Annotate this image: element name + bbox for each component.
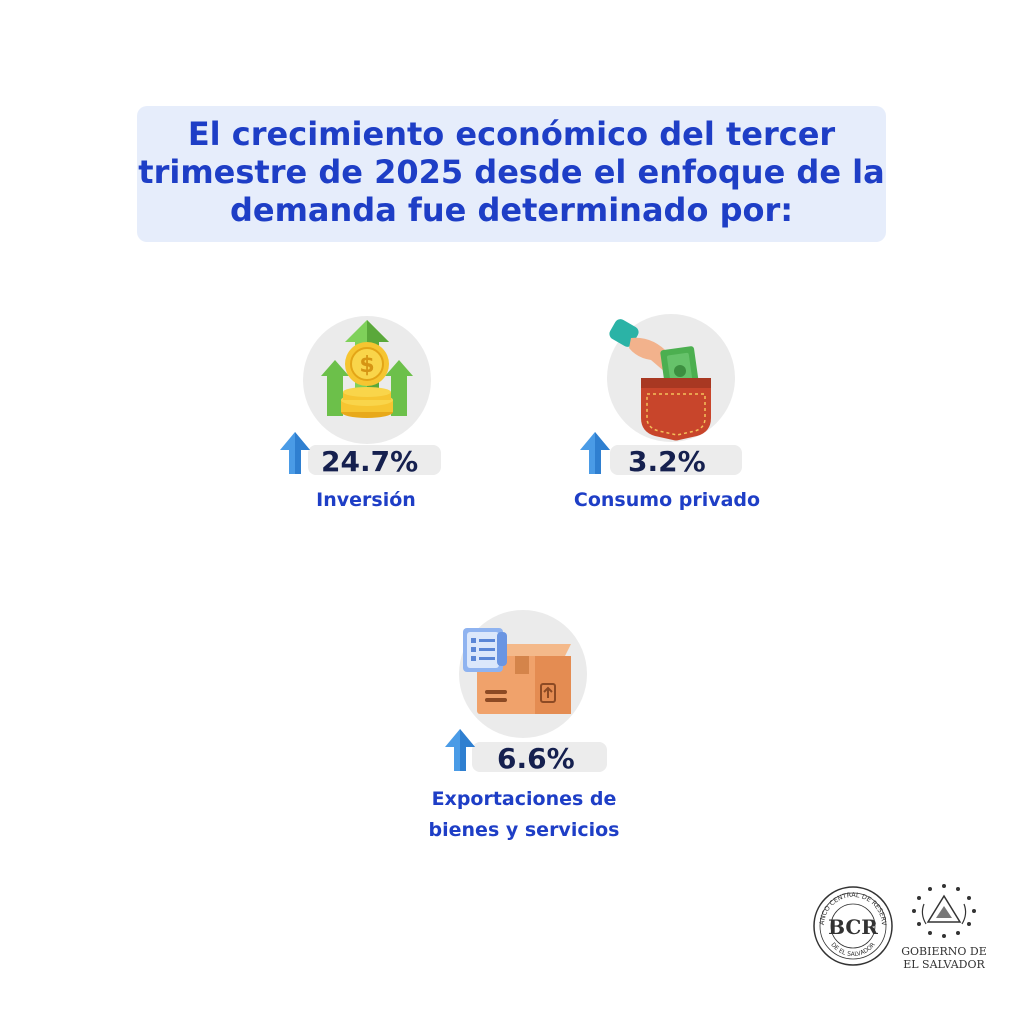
bcr-monogram: BCR — [828, 915, 878, 939]
label-inversion: Inversión — [316, 489, 416, 511]
page-title: El crecimiento económico del tercer trim… — [138, 115, 885, 229]
arrow-up-icon — [280, 432, 310, 474]
arrow-up-icon — [445, 729, 475, 771]
hand-money-pocket-icon — [609, 319, 711, 441]
gobierno-text: GOBIERNO DE EL SALVADOR — [894, 945, 994, 971]
gobierno-line1: GOBIERNO DE — [901, 945, 987, 958]
package-invoice-icon — [463, 628, 571, 714]
value-exportaciones: 6.6% — [497, 742, 575, 775]
value-consumo-privado: 3.2% — [628, 445, 706, 478]
label-exportaciones: Exportaciones de bienes y servicios — [414, 784, 634, 846]
value-inversion: 24.7% — [321, 445, 419, 478]
label-consumo-privado: Consumo privado — [573, 489, 761, 511]
title-banner — [137, 106, 886, 242]
arrow-up-icon — [580, 432, 610, 474]
gobierno-seal-logo — [912, 884, 976, 938]
label-exportaciones-line2: bienes y servicios — [428, 819, 620, 841]
gobierno-line2: EL SALVADOR — [903, 958, 985, 971]
bcr-seal-logo: BANCO CENTRAL DE RESERVA DE EL SALVADOR … — [812, 885, 893, 966]
coins-growth-icon: $ — [321, 320, 413, 418]
value-pill — [308, 445, 441, 475]
label-exportaciones-line1: Exportaciones de — [431, 788, 617, 810]
svg-text:$: $ — [359, 353, 374, 378]
value-pill — [472, 742, 607, 772]
value-pill — [610, 445, 742, 475]
